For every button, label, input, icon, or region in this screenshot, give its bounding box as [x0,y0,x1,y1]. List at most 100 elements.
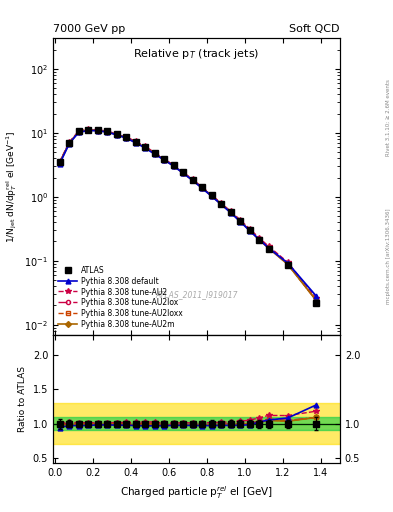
Pythia 8.308 tune-AU2lox [209,193,214,199]
Pythia 8.308 tune-AU2loxx [114,131,119,137]
Y-axis label: 1/N$_{\rm jet}$ dN/dp$_T^{\rm rel}$ el [GeV$^{-1}$]: 1/N$_{\rm jet}$ dN/dp$_T^{\rm rel}$ el [… [4,130,19,243]
Pythia 8.308 tune-AU2 [67,139,72,145]
Pythia 8.308 tune-AU2 [95,127,100,133]
Pythia 8.308 tune-AU2lox [228,209,233,215]
Pythia 8.308 tune-AU2m [266,245,271,251]
Pythia 8.308 tune-AU2m [314,297,319,304]
X-axis label: Charged particle p$_T^{rel}$ el [GeV]: Charged particle p$_T^{rel}$ el [GeV] [120,484,273,501]
Pythia 8.308 tune-AU2lox [190,177,195,183]
Pythia 8.308 tune-AU2lox [105,129,110,135]
Pythia 8.308 tune-AU2m [285,261,290,267]
Pythia 8.308 tune-AU2loxx [57,159,62,165]
Pythia 8.308 tune-AU2loxx [247,227,252,233]
Text: 7000 GeV pp: 7000 GeV pp [53,24,125,34]
Pythia 8.308 tune-AU2loxx [181,170,185,176]
Pythia 8.308 default [143,145,147,151]
Pythia 8.308 default [152,151,157,157]
Pythia 8.308 tune-AU2 [133,138,138,144]
Pythia 8.308 tune-AU2 [86,126,90,133]
Pythia 8.308 default [190,177,195,183]
Pythia 8.308 tune-AU2m [209,193,214,199]
Text: Soft QCD: Soft QCD [290,24,340,34]
Pythia 8.308 tune-AU2loxx [209,193,214,199]
Pythia 8.308 tune-AU2m [162,157,167,163]
Pythia 8.308 tune-AU2lox [257,236,262,242]
Line: Pythia 8.308 tune-AU2: Pythia 8.308 tune-AU2 [57,126,319,301]
Pythia 8.308 tune-AU2loxx [76,129,81,135]
Pythia 8.308 tune-AU2 [238,217,242,223]
Pythia 8.308 default [209,193,214,199]
Pythia 8.308 tune-AU2m [86,127,90,133]
Pythia 8.308 tune-AU2loxx [162,157,167,163]
Pythia 8.308 tune-AU2m [105,129,110,135]
Pythia 8.308 tune-AU2loxx [171,163,176,169]
Pythia 8.308 tune-AU2loxx [152,150,157,156]
Text: ATLAS_2011_I919017: ATLAS_2011_I919017 [155,290,238,299]
Pythia 8.308 default [124,135,129,141]
Pythia 8.308 tune-AU2 [247,226,252,232]
Pythia 8.308 tune-AU2lox [219,201,224,207]
Pythia 8.308 tune-AU2m [95,127,100,134]
Pythia 8.308 tune-AU2 [228,208,233,215]
Pythia 8.308 tune-AU2m [133,139,138,145]
Pythia 8.308 default [76,129,81,135]
Pythia 8.308 tune-AU2 [181,169,185,175]
Pythia 8.308 tune-AU2lox [67,139,72,145]
Pythia 8.308 tune-AU2lox [57,159,62,165]
Pythia 8.308 tune-AU2lox [314,297,319,304]
Pythia 8.308 tune-AU2loxx [314,297,319,304]
Pythia 8.308 default [247,228,252,234]
Pythia 8.308 tune-AU2 [200,184,205,190]
Pythia 8.308 tune-AU2 [152,150,157,156]
Pythia 8.308 tune-AU2loxx [67,140,72,146]
Pythia 8.308 tune-AU2 [171,162,176,168]
Pythia 8.308 tune-AU2m [247,227,252,233]
Pythia 8.308 tune-AU2m [76,129,81,135]
Pythia 8.308 tune-AU2lox [285,261,290,267]
Pythia 8.308 tune-AU2lox [124,134,129,140]
Pythia 8.308 tune-AU2m [171,163,176,169]
Line: Pythia 8.308 tune-AU2loxx: Pythia 8.308 tune-AU2loxx [58,127,318,303]
Pythia 8.308 tune-AU2lox [238,218,242,224]
Pythia 8.308 tune-AU2lox [200,185,205,191]
Pythia 8.308 tune-AU2 [124,134,129,140]
Pythia 8.308 tune-AU2loxx [285,261,290,267]
Pythia 8.308 tune-AU2lox [181,170,185,176]
Line: Pythia 8.308 tune-AU2m: Pythia 8.308 tune-AU2m [58,128,318,303]
Pythia 8.308 tune-AU2 [314,295,319,301]
Pythia 8.308 default [266,245,271,251]
Pythia 8.308 tune-AU2loxx [95,127,100,133]
Pythia 8.308 default [57,161,62,167]
Pythia 8.308 tune-AU2loxx [124,134,129,140]
Pythia 8.308 tune-AU2lox [86,126,90,133]
Text: mcplots.cern.ch [arXiv:1306.3436]: mcplots.cern.ch [arXiv:1306.3436] [386,208,391,304]
Pythia 8.308 tune-AU2m [190,177,195,183]
Pythia 8.308 tune-AU2loxx [257,237,262,243]
Pythia 8.308 default [95,127,100,134]
Pythia 8.308 tune-AU2lox [133,139,138,145]
Pythia 8.308 tune-AU2 [76,128,81,134]
Pythia 8.308 tune-AU2lox [171,163,176,169]
Pythia 8.308 tune-AU2loxx [266,245,271,251]
Pythia 8.308 tune-AU2 [105,128,110,134]
Pythia 8.308 default [314,293,319,299]
Y-axis label: Ratio to ATLAS: Ratio to ATLAS [18,366,27,432]
Pythia 8.308 tune-AU2 [266,243,271,249]
Pythia 8.308 tune-AU2lox [152,150,157,156]
Pythia 8.308 tune-AU2loxx [228,209,233,215]
Text: Relative p$_T$ (track jets): Relative p$_T$ (track jets) [133,47,260,61]
Pythia 8.308 tune-AU2 [143,143,147,150]
Pythia 8.308 tune-AU2loxx [219,201,224,207]
Pythia 8.308 tune-AU2m [143,144,147,151]
Pythia 8.308 tune-AU2m [67,140,72,146]
Pythia 8.308 tune-AU2lox [266,245,271,251]
Pythia 8.308 tune-AU2 [190,176,195,182]
Pythia 8.308 default [171,163,176,169]
Pythia 8.308 tune-AU2 [285,259,290,265]
Pythia 8.308 tune-AU2loxx [200,185,205,191]
Pythia 8.308 default [285,260,290,266]
Pythia 8.308 default [219,201,224,207]
Pythia 8.308 default [238,219,242,225]
Pythia 8.308 tune-AU2lox [95,127,100,133]
Pythia 8.308 tune-AU2m [238,218,242,224]
